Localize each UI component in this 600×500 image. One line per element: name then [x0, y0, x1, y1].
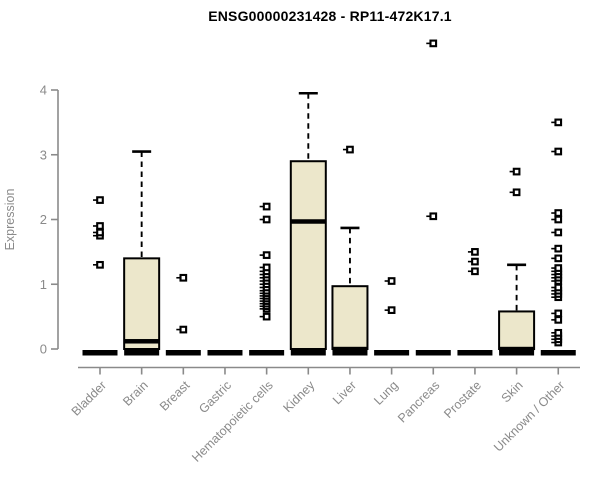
outlier-point [554, 244, 563, 253]
zero-bar-Kidney [290, 350, 326, 356]
x-category-label: Gastric [196, 378, 234, 416]
median-line [332, 346, 368, 352]
x-category-label: Prostate [441, 378, 484, 421]
outlier-point [471, 248, 479, 256]
y-tick-label: 0 [40, 342, 47, 357]
outlier-point [346, 145, 354, 154]
outlier-point [554, 309, 563, 318]
zero-bar-Brain [124, 350, 160, 356]
zero-bar-Bladder [82, 350, 118, 356]
outlier-point [96, 260, 104, 269]
zero-bar-Liver [332, 350, 368, 356]
outlier-point [554, 118, 563, 127]
outlier-point [554, 215, 563, 224]
box-Brain [123, 257, 161, 351]
zero-bar-Unknown / Other [540, 350, 576, 356]
y-tick-label: 4 [40, 83, 47, 98]
x-category-label: Skin [499, 378, 526, 405]
x-category-label: Pancreas [395, 378, 442, 425]
zero-bar-Hematopoietic cells [249, 350, 285, 356]
outlier-point [512, 188, 521, 197]
outlier-point [471, 257, 479, 266]
outlier-point [179, 325, 188, 334]
outlier-point [96, 196, 104, 204]
x-category-label: Hematopoietic cells [189, 378, 276, 465]
outlier-point [262, 263, 271, 272]
outlier-point [554, 264, 563, 272]
outlier-point [554, 254, 563, 263]
chart-title: ENSG00000231428 - RP11-472K17.1 [208, 8, 452, 24]
x-category-label: Lung [371, 378, 401, 408]
box-Skin [498, 310, 536, 351]
median-line [499, 346, 535, 352]
outlier-point [429, 39, 438, 48]
zero-bar-Skin [499, 350, 535, 356]
x-category-label: Kidney [280, 378, 317, 415]
y-tick-label: 3 [40, 147, 47, 162]
box-Kidney [289, 160, 327, 350]
box-Liver [331, 285, 369, 351]
outlier-point [96, 228, 104, 237]
outlier-point [554, 283, 563, 292]
zero-bar-Prostate [457, 350, 493, 356]
zero-bar-Breast [165, 350, 201, 356]
outlier-point [429, 212, 438, 221]
outlier-point [387, 277, 396, 285]
outlier-point [554, 328, 563, 337]
outlier-point [96, 222, 104, 230]
outlier-point [554, 228, 563, 237]
y-tick-label: 1 [40, 277, 47, 292]
zero-bar-Gastric [207, 350, 243, 356]
outlier-point [262, 312, 271, 321]
median-line [290, 219, 326, 224]
x-category-label: Liver [330, 378, 359, 407]
outlier-point [554, 316, 563, 324]
outlier-point [512, 167, 521, 176]
y-axis-title: Expression [3, 189, 17, 251]
x-category-label: Breast [157, 378, 193, 414]
x-category-label: Brain [120, 378, 151, 409]
median-line [124, 339, 160, 344]
outlier-point [262, 202, 271, 211]
outlier-point [471, 267, 479, 276]
outlier-point [554, 147, 563, 156]
outlier-point [262, 215, 271, 224]
y-tick-label: 2 [40, 212, 47, 227]
outlier-point [554, 209, 563, 217]
x-category-label: Unknown / Other [491, 378, 567, 454]
outlier-point [179, 273, 188, 282]
zero-bar-Pancreas [415, 350, 451, 356]
x-category-label: Bladder [69, 378, 109, 418]
outlier-point [262, 251, 271, 259]
zero-bar-Lung [374, 350, 410, 356]
outlier-point [387, 306, 396, 315]
